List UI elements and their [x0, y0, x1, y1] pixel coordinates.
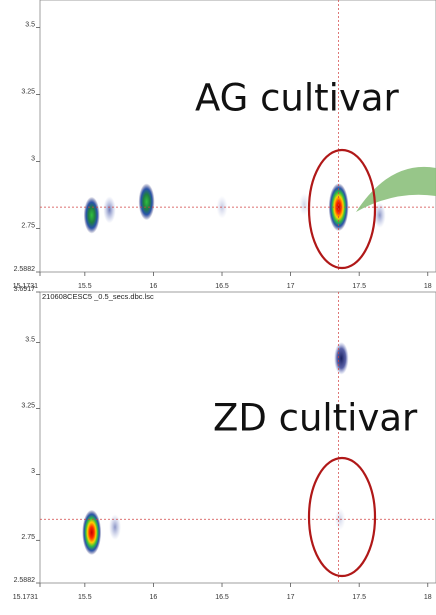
y-tick-label: 3.25 [21, 88, 35, 95]
spot [83, 196, 100, 234]
x-tick-label: 16 [150, 594, 158, 601]
y-tick-label: 3.25 [21, 402, 35, 409]
spot [138, 183, 155, 221]
spot [109, 514, 122, 540]
x-tick-label: 16 [150, 283, 158, 290]
x-tick-label: 16.5 [215, 283, 229, 290]
x-tick-label: 17 [287, 594, 295, 601]
annotation: AG cultivar [195, 77, 400, 120]
highlight-ellipse [307, 456, 377, 578]
x-tick-label: 15.1731 [13, 283, 38, 290]
plot-area [39, 0, 436, 273]
x-tick-label: 15.5 [78, 594, 92, 601]
annotation: ZD cultivar [213, 397, 418, 440]
highlight-ellipse [307, 148, 377, 270]
spot [216, 195, 228, 219]
spot [103, 196, 116, 224]
y-tick-label: 2.75 [21, 222, 35, 229]
x-tick-label: 17 [287, 283, 295, 290]
x-tick-label: 17.5 [352, 283, 366, 290]
plot-layer [40, 0, 436, 272]
callout-arrow [356, 166, 436, 212]
y-tick-label: 2.5882 [14, 266, 36, 273]
spot [334, 508, 346, 531]
spot [373, 202, 386, 228]
y-tick-label: 3 [31, 468, 35, 475]
x-tick-label: 18 [424, 594, 432, 601]
x-tick-label: 18 [424, 283, 432, 290]
file-name: 210608CESC5 _0.5_secs.dbc.lsc [42, 292, 154, 301]
y-tick-label: 3.5 [25, 21, 35, 28]
spot [82, 509, 102, 556]
spot [328, 183, 349, 232]
plot-layer [40, 292, 436, 583]
x-tick-label: 16.5 [215, 594, 229, 601]
spot [298, 193, 310, 216]
plot-area [39, 291, 436, 584]
y-tick-label: 2.5882 [14, 577, 36, 584]
y-tick-label: 3.5 [25, 336, 35, 343]
x-tick-label: 15.5 [78, 283, 92, 290]
y-tick-label: 3.6917 [14, 286, 36, 293]
x-tick-label: 17.5 [352, 594, 366, 601]
y-tick-label: 2.75 [21, 534, 35, 541]
spot [334, 342, 349, 375]
y-tick-label: 3 [31, 155, 35, 162]
x-tick-label: 15.1731 [13, 594, 38, 601]
